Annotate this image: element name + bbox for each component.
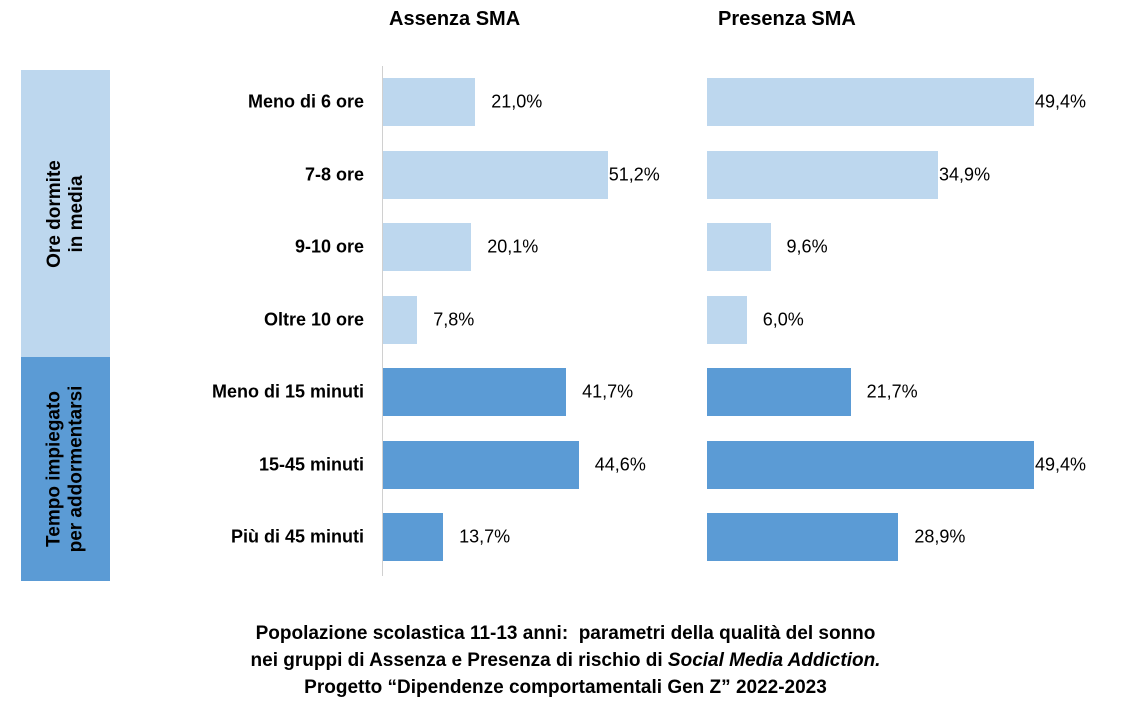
bar-assenza xyxy=(383,150,608,199)
bar-assenza xyxy=(383,513,444,561)
category-label: Più di 45 minuti xyxy=(230,526,364,547)
data-label: 51,2% xyxy=(608,164,660,184)
bar-presenza xyxy=(707,150,939,199)
bar-assenza xyxy=(383,223,472,271)
caption-line-2: nei gruppi di Assenza e Presenza di risc… xyxy=(0,647,1131,674)
data-label: 9,6% xyxy=(786,236,828,257)
group-label-line: Ore dormite xyxy=(43,159,65,268)
panel-title-assenza: Assenza SMA xyxy=(389,8,521,30)
bar-assenza xyxy=(383,78,476,126)
data-label: 34,9% xyxy=(939,164,991,184)
bar-presenza xyxy=(707,78,1035,126)
category-label: Meno di 15 minuti xyxy=(211,381,364,402)
group-label-line: Tempo impiegato xyxy=(43,391,65,547)
category-label: Meno di 6 ore xyxy=(247,91,364,112)
caption-line-3: Progetto “Dipendenze comportamentali Gen… xyxy=(304,677,827,698)
bar-presenza xyxy=(707,513,899,561)
chart-caption: Popolazione scolastica 11-13 anni: param… xyxy=(0,620,1131,701)
panel-title-presenza: Presenza SMA xyxy=(718,8,856,30)
bar-presenza xyxy=(707,368,851,416)
data-label: 41,7% xyxy=(582,381,634,402)
data-label: 21,0% xyxy=(491,91,543,112)
data-label: 7,8% xyxy=(433,309,475,329)
bar-assenza xyxy=(383,368,567,416)
data-label: 6,0% xyxy=(762,309,804,329)
bar-presenza xyxy=(707,295,747,344)
group-label-fall-asleep-time: Tempo impiegato per addormentarsi xyxy=(21,357,110,581)
category-axis-line xyxy=(382,66,383,576)
category-label: 7-8 ore xyxy=(304,164,364,184)
data-label: 49,4% xyxy=(1035,91,1087,112)
bar-assenza xyxy=(383,440,579,489)
caption-line-1: Popolazione scolastica 11-13 anni: param… xyxy=(255,623,876,644)
data-label: 49,4% xyxy=(1035,454,1087,474)
category-label: 15-45 minuti xyxy=(258,454,364,474)
caption-italic-text: Social Media Addiction. xyxy=(667,650,881,671)
data-label: 28,9% xyxy=(914,526,966,547)
bar-assenza xyxy=(383,295,418,344)
bar-presenza xyxy=(707,440,1035,489)
group-label-line: per addormentarsi xyxy=(65,385,87,553)
group-label-sleep-hours: Ore dormite in media xyxy=(21,70,110,357)
data-label: 44,6% xyxy=(594,454,646,474)
data-label: 20,1% xyxy=(487,236,539,257)
data-label: 21,7% xyxy=(866,381,918,402)
caption-text: nei gruppi di Assenza e Presenza di risc… xyxy=(250,650,668,671)
group-label-line: in media xyxy=(65,174,87,253)
bar-presenza xyxy=(707,223,771,271)
data-label: 13,7% xyxy=(459,526,511,547)
category-label: Oltre 10 ore xyxy=(263,309,364,329)
category-label: 9-10 ore xyxy=(294,236,364,257)
